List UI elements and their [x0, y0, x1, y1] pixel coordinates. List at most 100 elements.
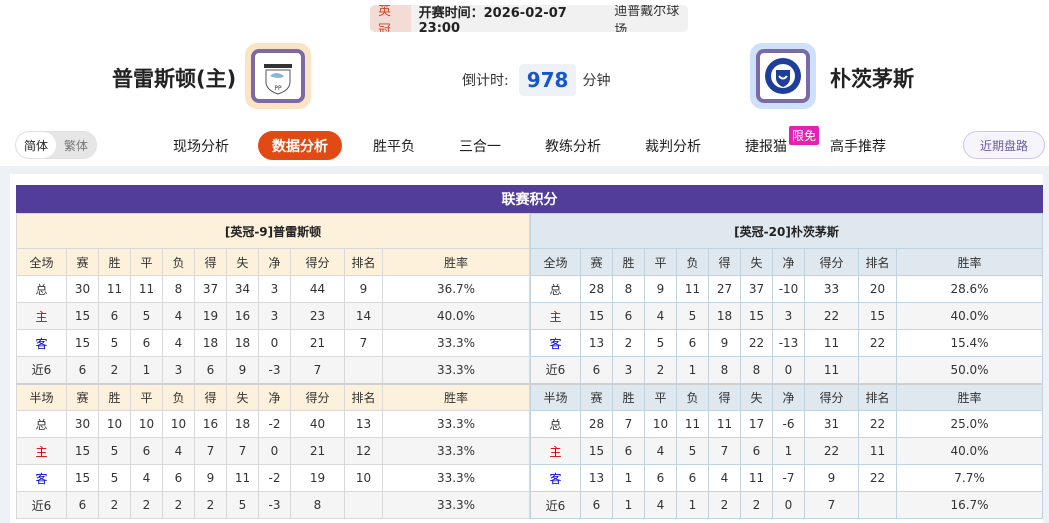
free-badge: 限免 [789, 126, 820, 145]
table-cell: 4 [162, 329, 195, 357]
table-cell: 33.3% [382, 410, 530, 438]
column-header: 得 [194, 248, 227, 276]
table-cell: 22 [804, 437, 859, 465]
table-cell: 15 [66, 437, 99, 465]
table-cell: 11 [676, 275, 709, 303]
table-cell: 5 [226, 491, 259, 519]
table-cell: 9 [194, 464, 227, 492]
table-cell: -7 [772, 464, 805, 492]
row-label: 近6 [16, 491, 67, 519]
table-cell: -3 [258, 356, 291, 384]
table-cell: -13 [772, 329, 805, 357]
table-cell: 7 [804, 491, 859, 519]
table-cell: 50.0% [896, 356, 1043, 384]
table-row: 总 30 11 11 8 37 34 3 44 9 36.7% [16, 275, 530, 303]
column-header: 全场 [530, 248, 581, 276]
table-cell: 1 [772, 437, 805, 465]
table-cell: 15 [858, 302, 897, 330]
table-cell: 3 [772, 302, 805, 330]
league-tag[interactable]: 英冠 [370, 5, 411, 32]
table-cell: 7 [226, 437, 259, 465]
column-header: 平 [130, 382, 163, 411]
row-label: 总 [16, 275, 67, 303]
away-team-name[interactable]: 朴茨茅斯 [830, 67, 914, 91]
row-label: 总 [530, 275, 581, 303]
lang-simplified[interactable]: 简体 [16, 132, 56, 158]
table-cell: 22 [858, 410, 897, 438]
crest-lettering: PP [274, 85, 282, 92]
preston-crest-icon: PP [264, 64, 292, 95]
column-header: 净 [772, 248, 805, 276]
table-cell: 37 [740, 275, 773, 303]
countdown-label: 倒计时: [462, 73, 509, 89]
countdown: 倒计时: 978 分钟 [462, 64, 610, 96]
half-header-row: 半场赛胜平负得失净得分 排名 胜率 [530, 382, 1043, 411]
table-cell: 17 [740, 410, 773, 438]
home-team-name[interactable]: 普雷斯顿(主) [112, 67, 237, 91]
table-row: 客 13 1 6 6 4 11 -7 9 22 7.7% [530, 464, 1043, 492]
home-standings-table: [英冠-9]普雷斯顿 全场赛胜平负得失净得分 排名 胜率总 30 11 11 8 37 34 3 44… [16, 213, 530, 519]
row-label: 总 [530, 410, 581, 438]
table-cell: 12 [344, 437, 383, 465]
table-cell: 6 [66, 356, 99, 384]
table-cell: 15 [66, 464, 99, 492]
column-header: 胜率 [382, 248, 530, 276]
half-header-row: 半场赛胜平负得失净得分 排名 胜率 [16, 382, 530, 411]
table-cell: 2 [194, 491, 227, 519]
tab-data-analysis[interactable]: 数据分析 [258, 131, 342, 160]
table-cell: 34 [226, 275, 259, 303]
tab-coach-analysis[interactable]: 教练分析 [545, 138, 601, 155]
table-cell: -2 [258, 464, 291, 492]
table-cell: 7 [194, 437, 227, 465]
table-row: 客 15 5 6 4 18 18 0 21 7 33.3% [16, 329, 530, 357]
table-cell: 21 [290, 437, 345, 465]
tab-expert-picks[interactable]: 高手推荐 [830, 138, 886, 155]
lang-traditional[interactable]: 繁体 [63, 138, 88, 153]
table-cell: 33.3% [382, 437, 530, 465]
kickoff-label: 开赛时间： [418, 5, 484, 21]
table-cell: 4 [162, 302, 195, 330]
table-cell: 0 [772, 491, 805, 519]
table-cell: 4 [644, 302, 677, 330]
table-cell [858, 491, 897, 519]
table-cell: 1 [612, 491, 645, 519]
table-cell: 15.4% [896, 329, 1043, 357]
table-cell: 44 [290, 275, 345, 303]
row-label: 近6 [530, 491, 581, 519]
column-header: 得 [708, 382, 741, 411]
away-team-logo[interactable] [750, 43, 816, 109]
table-cell: 1 [612, 464, 645, 492]
table-cell: 0 [772, 356, 805, 384]
table-row: 总 28 7 10 11 11 17 -6 31 22 25.0% [530, 410, 1043, 438]
home-team-logo[interactable]: PP [245, 43, 311, 109]
column-header: 得分 [804, 382, 859, 411]
table-cell [344, 491, 383, 519]
row-label: 客 [16, 464, 67, 492]
table-cell: 3 [258, 302, 291, 330]
table-cell: 11 [130, 275, 163, 303]
tab-jiebaomao[interactable]: 捷报猫 [745, 138, 787, 155]
table-cell: 10 [644, 410, 677, 438]
table-cell: 16 [226, 302, 259, 330]
column-header: 得 [708, 248, 741, 276]
column-header: 失 [740, 382, 773, 411]
table-cell: 40 [290, 410, 345, 438]
table-cell: 10 [344, 464, 383, 492]
row-label: 客 [530, 329, 581, 357]
column-header: 胜 [98, 382, 131, 411]
tab-live-analysis[interactable]: 现场分析 [173, 138, 229, 155]
recent-trends-button[interactable]: 近期盘路 [963, 131, 1045, 159]
table-cell: 28 [580, 410, 613, 438]
table-cell: 2 [740, 491, 773, 519]
table-cell: 19 [290, 464, 345, 492]
column-header: 全场 [16, 248, 67, 276]
table-cell: 6 [676, 464, 709, 492]
table-row: 近6 6 2 1 3 6 9 -3 7 33.3% [16, 356, 530, 384]
team-standing-header: [英冠-20]朴茨茅斯 [530, 213, 1043, 249]
table-cell: 33.3% [382, 491, 530, 519]
tab-referee-analysis[interactable]: 裁判分析 [645, 138, 701, 155]
table-cell: 21 [290, 329, 345, 357]
tab-win-draw-lose[interactable]: 胜平负 [373, 138, 415, 155]
tab-three-in-one[interactable]: 三合一 [459, 138, 501, 155]
row-label: 主 [530, 302, 581, 330]
